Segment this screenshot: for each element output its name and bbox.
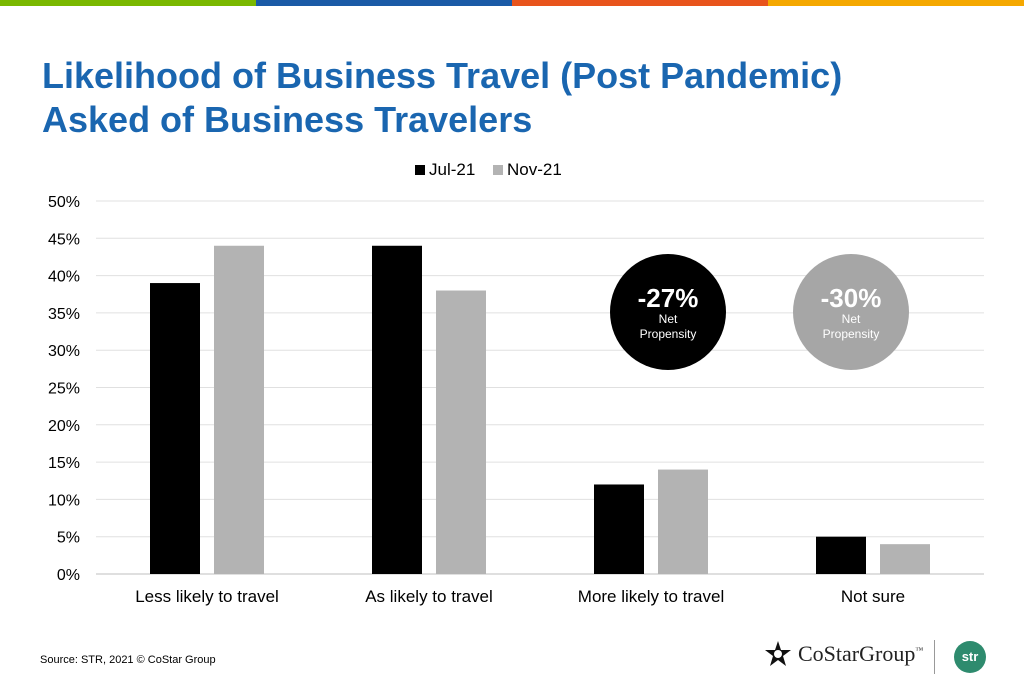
legend-label: Jul-21 [429,160,475,179]
x-category-label: Less likely to travel [135,587,279,606]
x-category-label: Not sure [841,587,905,606]
y-tick-label: 0% [57,567,80,584]
title-line-2: Asked of Business Travelers [42,99,533,140]
badge-value: -27% [637,283,699,313]
bar [880,544,930,574]
top-color-bar [0,0,1024,6]
y-tick-label: 30% [48,343,80,360]
bar-chart: 0% 5% 10% 15% 20% 25% 30% 35% 40% 45% 50% Less like… [48,160,984,606]
x-category-label: As likely to travel [365,587,493,606]
badge-label-line-2: Propensity [822,327,880,341]
badge-label-line-1: Net [658,312,678,326]
y-tick-label: 40% [48,269,80,286]
top-bar-segment-blue [256,0,512,6]
top-bar-segment-yellow [768,0,1024,6]
logo-divider [934,640,935,674]
y-tick-label: 25% [48,381,80,398]
bar [150,283,200,574]
top-bar-segment-orange [512,0,768,6]
badge-label-line-2: Propensity [639,327,697,341]
costar-brand-text: CoStarGroup™ [798,641,924,666]
costar-star-icon [765,641,791,666]
net-propensity-badge-jul: -27% Net Propensity [610,254,726,370]
legend-label: Nov-21 [507,160,562,179]
legend-swatch [415,165,425,175]
badge-value: -30% [820,283,882,313]
net-propensity-badge-nov: -30% Net Propensity [793,254,909,370]
y-tick-label: 15% [48,455,80,472]
x-category-label: More likely to travel [578,587,724,606]
legend-swatch [493,165,503,175]
bar [594,484,644,574]
y-tick-label: 5% [57,530,80,547]
costar-logo: CoStarGroup™ [764,640,923,668]
bar [816,536,866,574]
bar [436,290,486,574]
y-tick-label: 35% [48,306,80,323]
bar [372,245,422,574]
y-tick-label: 10% [48,492,80,509]
source-note: Source: STR, 2021 © CoStar Group [40,654,216,666]
str-logo: str [954,641,986,673]
bar [658,469,708,574]
badge-label-line-1: Net [841,312,861,326]
y-tick-label: 50% [48,194,80,211]
title-line-1: Likelihood of Business Travel (Post Pand… [42,55,843,96]
y-tick-label: 45% [48,231,80,248]
y-tick-label: 20% [48,418,80,435]
page-title: Likelihood of Business Travel (Post Pand… [42,54,842,142]
bar [214,245,264,574]
top-bar-segment-green [0,0,256,6]
